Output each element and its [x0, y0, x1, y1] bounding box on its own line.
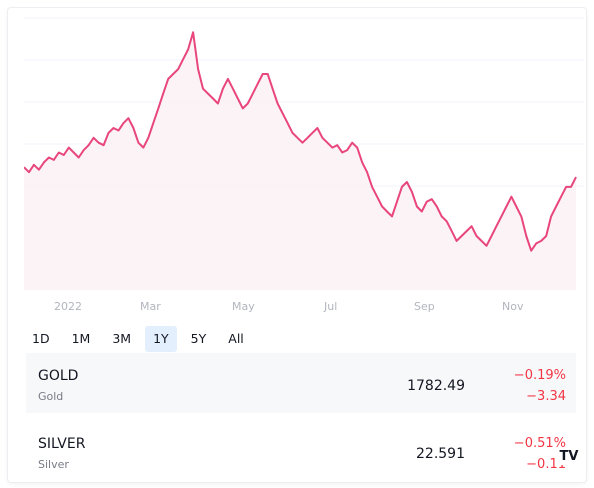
x-tick-label: Mar: [140, 300, 161, 313]
symbol-name: SILVER: [38, 436, 86, 452]
x-tick-label: May: [232, 300, 255, 313]
symbol-change-percent: −0.19%: [513, 368, 566, 383]
symbol-description: Silver: [38, 458, 69, 471]
price-chart[interactable]: 2022 Mar May Jul Sep Nov: [24, 16, 584, 316]
symbol-row-gold[interactable]: GOLD Gold 1782.49 −0.19% −3.34: [26, 353, 576, 413]
x-tick-label: Jul: [323, 300, 337, 313]
symbol-change: −0.11: [526, 457, 566, 472]
range-1y-button[interactable]: 1Y: [145, 326, 177, 352]
symbol-change-percent: −0.51%: [513, 436, 566, 451]
symbol-row-silver[interactable]: SILVER Silver 22.591 −0.51% −0.11: [26, 421, 576, 481]
range-5y-button[interactable]: 5Y: [190, 331, 207, 346]
symbol-price: 1782.49: [407, 378, 465, 394]
symbol-description: Gold: [38, 390, 64, 403]
price-area-fill: [24, 32, 576, 291]
x-tick-label: Sep: [414, 300, 435, 313]
symbol-name: GOLD: [38, 368, 79, 384]
tradingview-logo-icon[interactable]: TV: [558, 449, 580, 465]
range-selector: 1D 1M 3M 1Y 5Y All: [24, 326, 252, 352]
x-tick-label: Nov: [502, 300, 524, 313]
range-1m-button[interactable]: 1M: [71, 331, 91, 346]
symbol-change: −3.34: [526, 389, 566, 404]
range-3m-button[interactable]: 3M: [112, 331, 132, 346]
symbol-price: 22.591: [416, 446, 465, 462]
x-tick-label: 2022: [54, 300, 82, 313]
range-all-button[interactable]: All: [228, 331, 244, 346]
price-series-line: [24, 31, 577, 252]
range-1d-button[interactable]: 1D: [32, 331, 50, 346]
